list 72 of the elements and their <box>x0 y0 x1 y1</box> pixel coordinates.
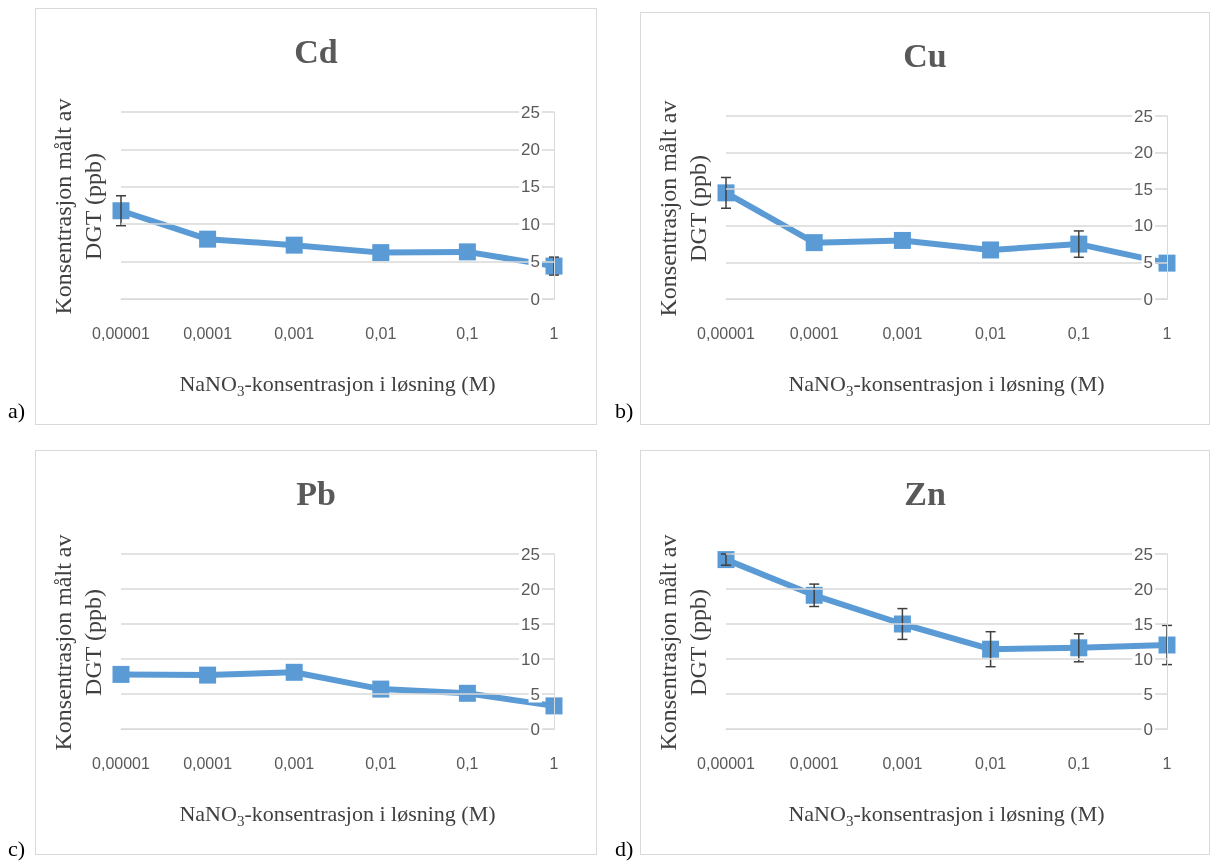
y-axis-title: Konsentrasjon målt av DGT (ppb) <box>50 534 106 751</box>
y-tick-label: 5 <box>1143 684 1153 704</box>
point <box>372 244 390 262</box>
y-tick-label: 20 <box>521 139 540 159</box>
y-tick-label: 0 <box>530 719 540 739</box>
point <box>982 241 1000 259</box>
y-tick-label: 15 <box>521 177 540 197</box>
x-tick-label: 0,1 <box>456 754 479 772</box>
y-tick-label: 15 <box>1134 614 1153 634</box>
point <box>545 697 563 715</box>
y-tick-label: 20 <box>1134 143 1153 163</box>
y-tick-label: 5 <box>530 684 540 704</box>
point <box>982 640 1000 658</box>
y-tick-label: 20 <box>521 579 540 599</box>
x-tick-label: 1 <box>549 324 559 342</box>
point <box>199 666 217 684</box>
x-tick-label: 1 <box>1162 754 1172 772</box>
y-tick-label: 25 <box>1134 544 1153 564</box>
y-axis-title: Konsentrasjon målt av DGT (ppb) <box>655 100 711 317</box>
text: a) <box>8 398 26 424</box>
x-tick-label: 0,00001 <box>92 324 151 342</box>
y-tick-label: 0 <box>1143 719 1153 739</box>
y-tick-label: 0 <box>1143 289 1153 309</box>
chart-title: Zn <box>904 474 946 512</box>
text: b) <box>615 398 634 424</box>
x-tick-label: 0,00001 <box>92 754 151 772</box>
x-tick-label: 0,01 <box>365 754 397 772</box>
text: c) <box>8 836 26 862</box>
point <box>893 231 911 249</box>
point <box>458 243 476 261</box>
x-tick-label: 0,001 <box>882 754 923 772</box>
x-tick-label: 0,1 <box>456 324 479 342</box>
point <box>199 230 217 248</box>
chart-title: Cu <box>903 36 947 74</box>
x-tick-label: 1 <box>1162 324 1172 342</box>
chart-title: Pb <box>296 474 336 512</box>
x-tick-label: 0,0001 <box>789 754 839 772</box>
y-tick-label: 25 <box>521 102 540 122</box>
x-tick-label: 0,01 <box>975 754 1007 772</box>
x-tick-label: 0,01 <box>365 324 397 342</box>
y-tick-label: 20 <box>1134 579 1153 599</box>
x-tick-label: 0,1 <box>1067 754 1091 772</box>
x-tick-label: 0,001 <box>274 324 315 342</box>
y-tick-label: 10 <box>1134 649 1153 669</box>
x-tick-label: 0,0001 <box>183 754 233 772</box>
x-tick-label: 0,00001 <box>697 754 756 772</box>
y-tick-label: 15 <box>1134 179 1153 199</box>
chart-title: Cd <box>294 32 338 70</box>
point <box>805 234 823 252</box>
y-tick-label: 10 <box>521 649 540 669</box>
point <box>112 665 130 683</box>
x-tick-label: 0,001 <box>882 324 923 342</box>
x-tick-label: 0,001 <box>274 754 315 772</box>
y-tick-label: 25 <box>521 544 540 564</box>
y-tick-label: 10 <box>521 214 540 234</box>
y-tick-label: 5 <box>530 252 540 272</box>
x-tick-label: 0,00001 <box>697 324 756 342</box>
point <box>285 663 303 681</box>
text: d) <box>615 836 634 862</box>
y-axis-title: Konsentrasjon målt av DGT (ppb) <box>50 98 106 315</box>
x-tick-label: 0,0001 <box>183 324 233 342</box>
x-tick-label: 1 <box>549 754 559 772</box>
y-tick-label: 5 <box>1143 252 1153 272</box>
y-tick-label: 0 <box>530 289 540 309</box>
y-tick-label: 10 <box>1134 216 1153 236</box>
y-tick-label: 25 <box>1134 106 1153 126</box>
y-tick-label: 15 <box>521 614 540 634</box>
x-tick-label: 0,0001 <box>789 324 839 342</box>
x-tick-label: 0,1 <box>1067 324 1091 342</box>
y-axis-title: Konsentrasjon målt av DGT (ppb) <box>655 534 711 751</box>
x-tick-label: 0,01 <box>975 324 1007 342</box>
point <box>285 236 303 254</box>
